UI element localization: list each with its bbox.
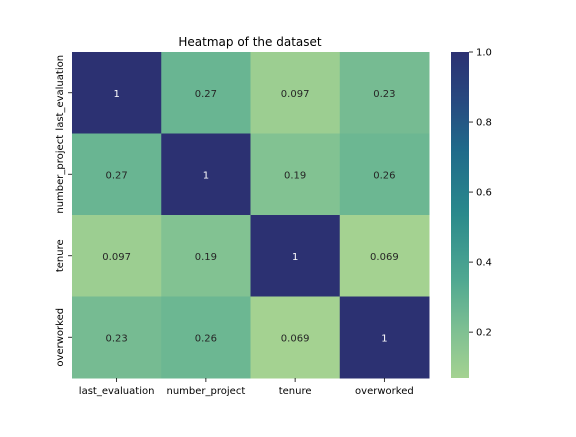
column-tick-label: last_evaluation xyxy=(79,386,155,397)
row-tick-label: last_evaluation xyxy=(55,55,66,131)
colorbar-tick-label: 0.8 xyxy=(476,118,492,129)
cell-value-label: 0.26 xyxy=(373,170,395,181)
row-tick-label: overworked xyxy=(55,308,66,367)
cell-value-label: 0.26 xyxy=(195,333,217,344)
row-tick-label: number_project xyxy=(55,135,66,214)
cell-value-label: 0.19 xyxy=(195,252,217,263)
cell-value-label: 1 xyxy=(113,89,119,100)
colorbar-tick-label: 0.4 xyxy=(476,258,492,269)
column-tick-label: overworked xyxy=(355,386,414,397)
row-tick-label: tenure xyxy=(55,239,66,272)
column-tick-label: tenure xyxy=(279,386,312,397)
cell-value-label: 1 xyxy=(381,333,387,344)
colorbar-tick-label: 1.0 xyxy=(476,48,492,59)
cell-value-label: 0.069 xyxy=(370,252,399,263)
cell-value-label: 0.097 xyxy=(281,89,310,100)
cell-value-label: 1 xyxy=(292,252,298,263)
chart-title: Heatmap of the dataset xyxy=(178,35,321,49)
colorbar-gradient xyxy=(451,52,469,378)
colorbar: 0.2 0.4 0.6 0.8 1.0 xyxy=(451,48,492,379)
colorbar-tick-label: 0.2 xyxy=(476,328,492,339)
column-tick-labels: last_evaluation number_project tenure overw… xyxy=(79,378,414,397)
cell-value-label: 0.069 xyxy=(281,333,310,344)
cell-value-label: 0.23 xyxy=(105,333,127,344)
cell-value-label: 0.097 xyxy=(102,252,131,263)
cell-value-label: 0.27 xyxy=(195,89,217,100)
cell-value-label: 0.19 xyxy=(284,170,306,181)
cell-value-label: 0.27 xyxy=(105,170,127,181)
column-tick-label: number_project xyxy=(167,386,246,397)
colorbar-tick-label: 0.6 xyxy=(476,188,492,199)
cell-value-label: 0.23 xyxy=(373,89,395,100)
heatmap-cells: 1 0.27 0.097 0.23 0.27 1 0.19 0.26 0.097 0.19 1 0.0… xyxy=(72,52,430,379)
cell-value-label: 1 xyxy=(203,170,209,181)
